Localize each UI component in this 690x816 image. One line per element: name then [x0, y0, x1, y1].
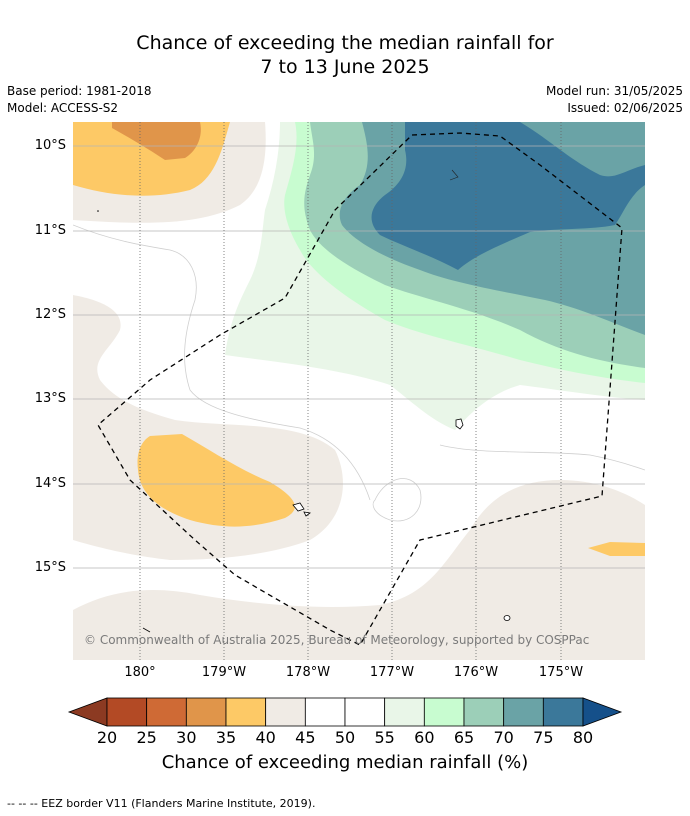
colorbar-tick-label: 75: [533, 728, 554, 747]
colorbar-swatch: [265, 697, 306, 727]
colorbar-swatch: [146, 697, 187, 727]
lat-label: 14°S: [34, 476, 66, 491]
contour-75-80: [371, 122, 645, 270]
colorbar-swatch: [304, 697, 346, 727]
contour-35-40-east: [588, 542, 645, 556]
colorbar-swatch: [185, 697, 227, 727]
colorbar-title: Chance of exceeding median rainfall (%): [161, 752, 529, 773]
map-title-line2: 7 to 13 June 2025: [260, 56, 430, 78]
rainfall-probability-field: [73, 122, 645, 660]
colorbar-tick-label: 80: [572, 728, 594, 747]
lat-label: 12°S: [34, 307, 66, 322]
colorbar-swatch: [225, 697, 267, 727]
colorbar-extend-high: [582, 697, 623, 727]
lon-label: 178°W: [285, 665, 331, 680]
colorbar-tick-label: 30: [176, 728, 197, 747]
lon-label: 179°W: [201, 665, 247, 680]
colorbar-tick-label: 45: [295, 728, 316, 747]
model-run: Model run: 31/05/2025: [545, 84, 683, 98]
colorbar-swatch: [463, 697, 505, 727]
eez-border: [97, 132, 623, 646]
lat-label: 11°S: [34, 223, 66, 238]
colorbar-tick-label: 60: [414, 728, 435, 747]
contour-35-40-west: [137, 434, 295, 527]
island: [303, 511, 311, 517]
colorbar: [67, 697, 623, 727]
colorbar-swatch: [503, 697, 544, 727]
island: [455, 418, 464, 430]
colorbar-swatch: [384, 697, 425, 727]
issued-date: Issued: 02/06/2025: [567, 101, 683, 115]
colorbar-swatch: [423, 697, 465, 727]
colorbar-tick-label: 50: [334, 728, 356, 747]
colorbar-tick-label: 70: [493, 728, 514, 747]
island: [142, 627, 151, 633]
graticule: [73, 145, 645, 569]
colorbar-tick-label: 20: [96, 728, 118, 747]
lat-label: 15°S: [34, 560, 66, 575]
copyright-notice: © Commonwealth of Australia 2025, Bureau…: [84, 633, 590, 647]
base-period: Base period: 1981-2018: [7, 84, 152, 98]
colorbar-tick-label: 25: [136, 728, 157, 747]
colorbar-extend-low: [67, 697, 108, 727]
lat-label: 13°S: [34, 391, 66, 406]
contour-30-35: [112, 122, 201, 160]
lon-label: 176°W: [453, 665, 499, 680]
colorbar-tick-label: 35: [215, 728, 237, 747]
contour-40-45-south: [73, 480, 645, 660]
lon-label: 180°: [124, 665, 156, 680]
colorbar-swatch: [106, 697, 148, 727]
lon-label: 177°W: [369, 665, 415, 680]
model-name: Model: ACCESS-S2: [7, 101, 119, 115]
colorbar-tick-label: 55: [374, 728, 395, 747]
colorbar-tick-label: 65: [453, 728, 475, 747]
colorbar-tick-label: 40: [255, 728, 276, 747]
colorbar-swatch: [542, 697, 584, 727]
lon-label: 175°W: [538, 665, 584, 680]
island: [503, 615, 511, 621]
eez-legend-note: -- -- -- EEZ border V11 (Flanders Marine…: [7, 797, 316, 810]
lat-label: 10°S: [34, 138, 66, 153]
island: [292, 502, 305, 512]
colorbar-swatch: [344, 697, 386, 727]
map-title-line1: Chance of exceeding the median rainfall …: [136, 32, 554, 54]
